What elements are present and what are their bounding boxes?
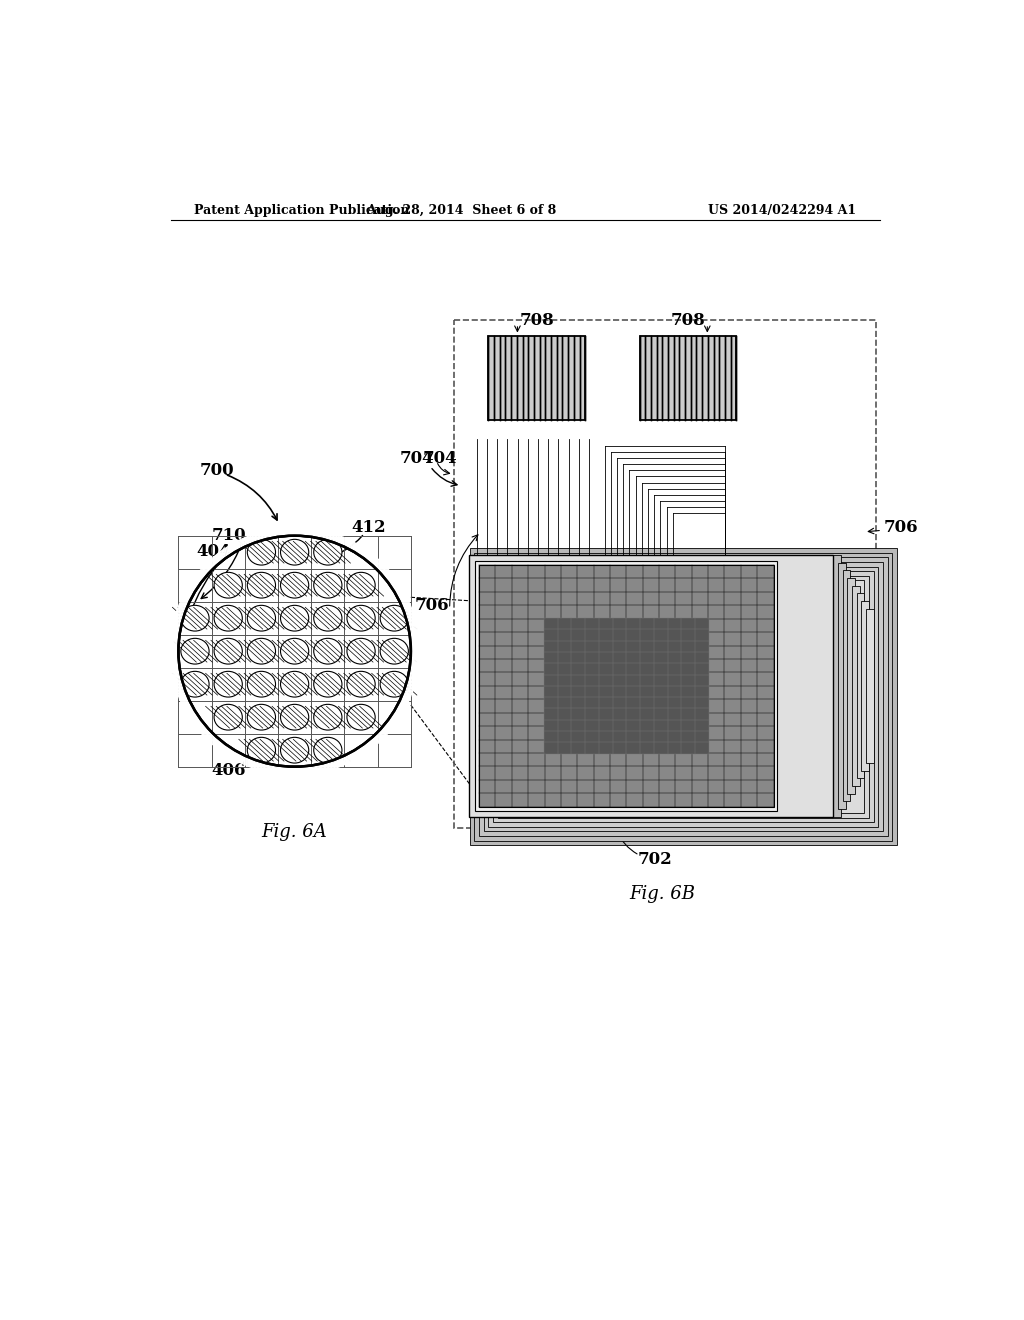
Bar [861, 601, 869, 771]
Bar [479, 557, 888, 836]
Bar [838, 562, 846, 809]
Bar [640, 335, 736, 420]
Bar [544, 618, 709, 754]
Ellipse shape [281, 672, 309, 697]
Bar [640, 335, 736, 420]
Ellipse shape [281, 639, 309, 664]
Ellipse shape [281, 738, 309, 763]
Ellipse shape [380, 606, 409, 631]
Ellipse shape [247, 540, 275, 565]
Text: 708: 708 [671, 312, 706, 329]
Bar [843, 570, 850, 801]
Bar [470, 548, 897, 845]
Bar [866, 609, 873, 763]
Bar [474, 553, 892, 841]
Bar [852, 586, 859, 785]
Text: Aug. 28, 2014  Sheet 6 of 8: Aug. 28, 2014 Sheet 6 of 8 [367, 205, 556, 218]
Circle shape [178, 536, 411, 767]
Ellipse shape [247, 606, 275, 631]
Text: Fig. 6A: Fig. 6A [262, 824, 328, 841]
Ellipse shape [181, 606, 209, 631]
Ellipse shape [281, 573, 309, 598]
Bar [488, 335, 586, 420]
Text: US 2014/0242294 A1: US 2014/0242294 A1 [709, 205, 856, 218]
Ellipse shape [313, 639, 342, 664]
Ellipse shape [181, 672, 209, 697]
Ellipse shape [313, 573, 342, 598]
Ellipse shape [214, 705, 243, 730]
Bar [469, 554, 834, 817]
Text: 704: 704 [423, 450, 457, 467]
Bar [834, 554, 841, 817]
Ellipse shape [247, 639, 275, 664]
Ellipse shape [281, 606, 309, 631]
Text: Patent Application Publication: Patent Application Publication [194, 205, 410, 218]
Ellipse shape [281, 540, 309, 565]
Ellipse shape [214, 606, 243, 631]
Ellipse shape [214, 573, 243, 598]
Ellipse shape [247, 738, 275, 763]
Text: 704: 704 [399, 450, 434, 467]
Ellipse shape [380, 639, 409, 664]
Ellipse shape [281, 705, 309, 730]
Ellipse shape [247, 573, 275, 598]
Text: 706: 706 [884, 520, 919, 536]
Text: 700: 700 [200, 462, 234, 479]
Ellipse shape [380, 672, 409, 697]
Ellipse shape [247, 705, 275, 730]
Text: 706: 706 [415, 597, 450, 614]
Bar [493, 572, 873, 822]
Bar [503, 581, 864, 813]
Text: 710: 710 [211, 527, 246, 544]
Ellipse shape [181, 639, 209, 664]
Bar [847, 578, 855, 793]
Text: 702: 702 [638, 850, 673, 867]
Bar [483, 562, 883, 832]
Text: Fig. 6B: Fig. 6B [630, 884, 695, 903]
Ellipse shape [313, 606, 342, 631]
Ellipse shape [347, 573, 375, 598]
Bar [488, 566, 879, 826]
Bar [498, 576, 869, 817]
Bar [479, 565, 773, 807]
Ellipse shape [313, 540, 342, 565]
Ellipse shape [247, 672, 275, 697]
Bar [475, 561, 777, 810]
Bar [856, 594, 864, 779]
Ellipse shape [347, 705, 375, 730]
Ellipse shape [347, 639, 375, 664]
Bar [454, 321, 876, 829]
Ellipse shape [313, 738, 342, 763]
Ellipse shape [214, 672, 243, 697]
Ellipse shape [214, 639, 243, 664]
Text: 406: 406 [212, 762, 246, 779]
Ellipse shape [313, 672, 342, 697]
Text: 404: 404 [196, 543, 230, 560]
Ellipse shape [347, 672, 375, 697]
Text: 412: 412 [351, 520, 386, 536]
Ellipse shape [313, 705, 342, 730]
Ellipse shape [347, 606, 375, 631]
Bar [488, 335, 586, 420]
Text: 708: 708 [519, 312, 554, 329]
